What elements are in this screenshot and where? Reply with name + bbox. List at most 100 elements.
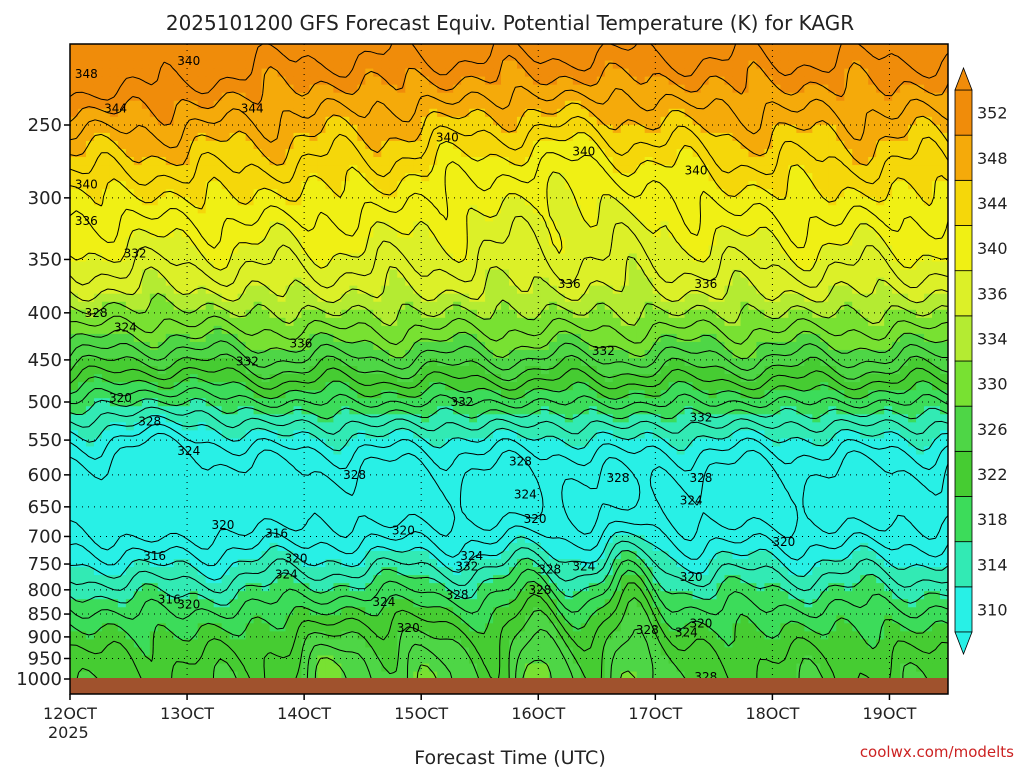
field-cell [117,445,127,455]
field-cell [892,413,901,423]
field-cell [70,421,79,431]
field-cell [173,381,183,391]
field-cell [70,469,79,479]
field-cell [892,453,901,463]
field-cell [684,614,694,624]
field-cell [325,373,334,383]
field-cell [732,598,742,608]
field-cell [157,381,167,391]
field-cell [205,333,215,342]
field-cell [836,526,845,535]
field-cell [900,365,909,375]
field-cell [548,662,558,672]
field-cell [501,453,510,463]
field-cell [397,453,406,463]
field-cell [197,670,207,680]
field-cell [676,381,686,391]
field-cell [437,638,446,648]
field-cell [109,325,119,334]
field-cell [764,381,773,391]
field-cell [604,566,614,576]
field-cell [389,357,398,367]
field-cell [556,630,566,640]
field-cell [612,445,622,455]
field-cell [548,558,558,568]
field-cell [109,445,119,455]
field-cell [908,550,917,560]
field-cell [189,510,199,519]
field-cell [125,518,135,527]
field-cell [349,550,358,560]
field-cell [740,349,750,359]
field-cell [932,365,941,375]
field-cell [620,453,630,463]
field-cell [676,405,686,415]
field-cell [93,598,103,608]
field-cell [157,486,167,495]
field-cell [716,357,726,367]
field-cell [516,469,526,479]
field-cell [85,582,95,592]
field-cell [868,502,877,511]
field-cell [309,646,319,656]
field-cell [620,558,630,568]
field-cell [85,317,95,326]
field-cell [532,397,542,407]
field-cell [461,542,470,551]
field-cell [556,486,566,495]
field-cell [668,325,678,334]
field-cell [612,421,622,431]
field-cell [445,405,454,415]
field-cell [141,325,151,334]
field-cell [109,341,119,350]
field-cell [381,437,390,447]
field-cell [93,429,103,439]
field-cell [317,550,327,560]
field-cell [101,486,111,495]
field-cell [509,437,518,447]
field-cell [109,381,119,391]
field-cell [437,574,446,584]
field-cell [173,518,183,527]
field-cell [189,469,199,479]
field-cell [389,662,398,672]
field-cell [932,429,941,439]
field-cell [604,445,614,455]
field-cell [860,614,869,624]
field-cell [844,606,853,616]
field-cell [852,317,861,326]
field-cell [596,453,606,463]
field-cell [293,317,303,326]
field-cell [844,510,853,519]
field-cell [716,373,726,383]
field-cell [205,373,215,383]
field-cell [149,478,159,487]
field-cell [740,598,750,608]
field-cell [860,486,869,495]
field-cell [836,469,845,479]
field-cell [245,325,255,334]
field-cell [804,622,813,632]
field-cell [405,486,414,495]
field-cell [389,317,398,326]
field-cell [421,461,430,471]
field-cell [596,469,606,479]
field-cell [429,349,438,359]
field-cell [109,461,119,471]
field-cell [716,654,726,664]
field-cell [804,558,813,568]
field-cell [852,349,861,359]
field-cell [429,598,438,608]
field-cell [93,654,103,664]
field-cell [924,421,933,431]
field-cell [724,518,734,527]
field-cell [325,550,334,560]
field-cell [692,510,702,519]
field-cell [85,381,95,391]
field-cell [812,654,821,664]
field-cell [277,598,287,608]
field-cell [876,421,885,431]
field-cell [157,518,167,527]
field-cell [876,325,885,334]
field-cell [660,341,670,350]
